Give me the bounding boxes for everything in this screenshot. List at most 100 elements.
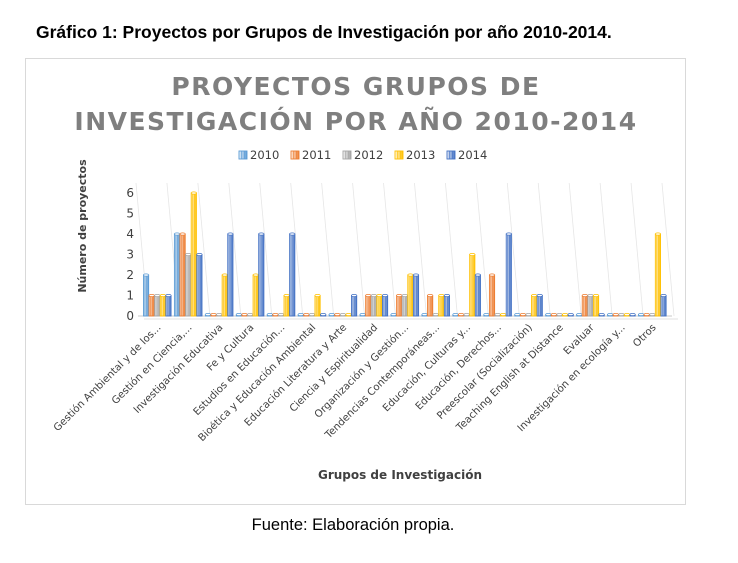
- bar-cap: [221, 273, 228, 277]
- bar-2014-9: [443, 295, 450, 317]
- bar-2014-10: [474, 274, 481, 317]
- bar-cap: [567, 313, 574, 316]
- bar-cap: [370, 294, 377, 297]
- legend-swatch-2012: [342, 150, 352, 160]
- bar-2013-5: [314, 295, 321, 317]
- x-axis-label: Grupos de Investigación: [318, 468, 482, 482]
- bar-cap: [643, 313, 650, 316]
- bar-cap: [252, 273, 259, 277]
- bar-cap: [266, 313, 273, 316]
- bar-cap: [247, 313, 254, 316]
- bar-cap: [520, 313, 526, 316]
- bar-cap: [593, 294, 599, 297]
- bar-2014-8: [412, 274, 420, 317]
- y-tick-label: 4: [126, 227, 134, 241]
- grid-line: [506, 182, 520, 317]
- bar-cap: [413, 273, 419, 277]
- bar-cap: [474, 273, 481, 277]
- legend-label-2013: 2013: [406, 148, 435, 162]
- bar-cap: [345, 313, 352, 316]
- bar-cap: [320, 313, 327, 316]
- bar-2012-7: [370, 295, 377, 317]
- grid-line: [599, 182, 613, 317]
- y-tick-label: 2: [126, 268, 134, 282]
- bar-cap: [654, 232, 661, 236]
- legend-label-2011: 2011: [302, 148, 331, 162]
- bar-cap: [469, 253, 476, 256]
- figure-source: Fuente: Elaboración propia.: [251, 516, 455, 534]
- bar-cap: [351, 294, 358, 297]
- bar-2013-10: [469, 254, 476, 317]
- bar-2011-8: [396, 295, 403, 317]
- bar-cap: [359, 313, 366, 316]
- bar-cap: [241, 313, 248, 316]
- bar-cap: [562, 313, 569, 316]
- bar-2010-0: [143, 274, 150, 317]
- bar-cap: [660, 294, 667, 297]
- grid-line: [352, 182, 365, 317]
- bar-cap: [205, 313, 211, 316]
- y-tick-label: 6: [126, 186, 134, 200]
- grid-line: [383, 182, 396, 317]
- bar-cap: [649, 313, 656, 316]
- bar-2014-2: [227, 233, 234, 317]
- bar-2013-3: [252, 274, 259, 317]
- bar-2013-8: [407, 274, 414, 317]
- y-tick-label: 5: [126, 207, 134, 221]
- bar-2013-12: [531, 295, 538, 317]
- bar-2014-11: [505, 233, 512, 317]
- grid-line: [228, 182, 242, 317]
- bar-2014-6: [351, 295, 358, 317]
- bar-cap: [258, 232, 265, 236]
- bar-cap: [438, 294, 445, 297]
- bar-cap: [309, 313, 315, 316]
- bar-cap: [421, 313, 428, 316]
- bar-cap: [629, 313, 636, 316]
- grid-line: [259, 182, 273, 317]
- x-tick-label: Otros: [631, 322, 658, 349]
- chart-title-line-2: INVESTIGACIÓN POR AÑO 2010-2014: [74, 106, 637, 136]
- bar-cap: [607, 313, 614, 316]
- bar-2014-3: [258, 233, 265, 317]
- bar-2014-7: [382, 295, 389, 317]
- grid-line: [445, 182, 458, 317]
- bar-cap: [396, 294, 403, 297]
- bar-cap: [303, 313, 310, 316]
- bar-cap: [376, 294, 383, 297]
- bar-cap: [612, 313, 619, 316]
- bar-cap: [514, 313, 521, 316]
- bar-2014-12: [536, 295, 543, 317]
- bar-2013-7: [376, 295, 383, 317]
- bar-cap: [576, 313, 583, 316]
- bar-cap: [556, 313, 563, 316]
- bar-cap: [289, 232, 296, 236]
- bar-2011-9: [427, 295, 434, 317]
- y-tick-label: 1: [126, 289, 134, 303]
- bar-cap: [489, 273, 495, 277]
- y-tick-label: 0: [126, 309, 134, 323]
- bar-cap: [216, 313, 223, 316]
- legend-label-2014: 2014: [458, 148, 487, 162]
- bar-cap: [339, 313, 346, 316]
- bar-cap: [598, 313, 605, 316]
- grid-line: [568, 182, 582, 317]
- bar-cap: [143, 273, 150, 277]
- bar-cap: [618, 313, 625, 316]
- bar-2013-0: [159, 295, 166, 317]
- bar-cap: [179, 232, 186, 236]
- grid-line: [197, 182, 211, 317]
- legend-swatch-2010: [238, 150, 248, 160]
- bar-2013-16: [654, 233, 661, 317]
- bar-2013-14: [592, 295, 600, 317]
- figure-caption: Gráfico 1: Proyectos por Grupos de Inves…: [36, 22, 612, 42]
- bar-cap: [297, 313, 304, 316]
- bar-cap: [483, 313, 490, 316]
- grid-line: [414, 182, 427, 317]
- legend-label-2012: 2012: [354, 148, 383, 162]
- grid-line: [321, 182, 335, 317]
- bar-cap: [494, 313, 501, 316]
- bar-2011-7: [365, 295, 372, 317]
- legend-swatch-2011: [290, 150, 300, 160]
- bar-cap: [196, 253, 203, 256]
- bar-cap: [159, 294, 166, 297]
